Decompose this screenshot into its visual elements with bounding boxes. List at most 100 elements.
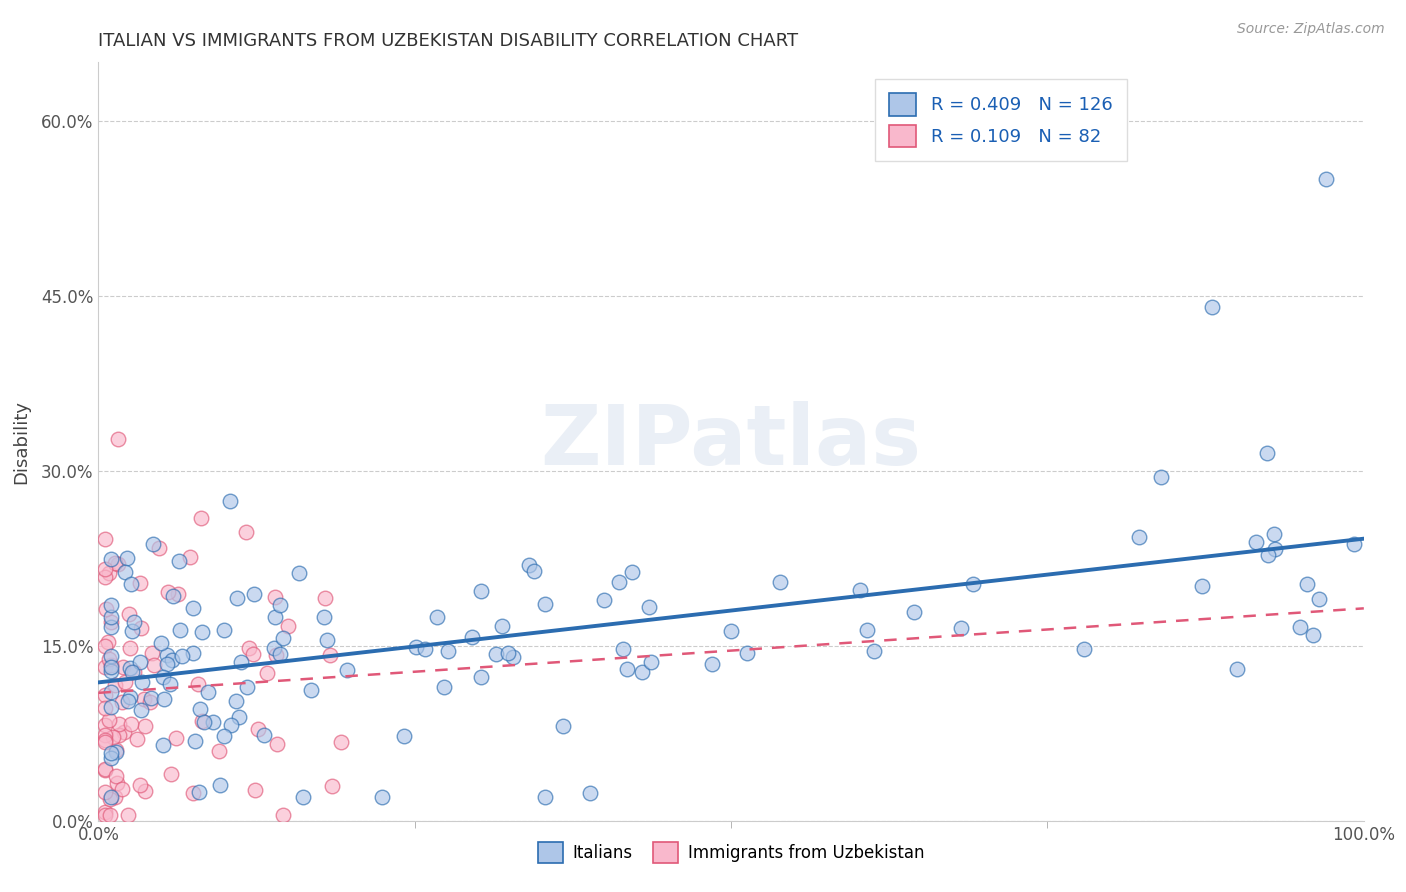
Point (118, 661, 141, 675)
Point (159, 677, 181, 691)
Point (107, 716, 129, 731)
Point (269, 599, 291, 613)
Point (93, 570, 117, 584)
Point (1128, 530, 1150, 544)
Point (1244, 534, 1267, 549)
Point (312, 609, 335, 624)
Point (100, 790, 122, 805)
Point (735, 646, 758, 660)
Point (104, 769, 127, 783)
Point (609, 574, 631, 589)
Point (246, 723, 269, 737)
Point (264, 648, 287, 662)
Point (118, 607, 141, 621)
Point (97, 635, 120, 649)
Point (1343, 537, 1365, 551)
Point (93, 785, 117, 799)
Point (1302, 628, 1324, 642)
Point (962, 576, 984, 591)
Point (141, 691, 163, 706)
Point (238, 641, 260, 656)
Point (166, 587, 188, 601)
Point (93, 729, 117, 743)
Point (616, 662, 638, 676)
Point (637, 599, 659, 614)
Point (93, 805, 117, 819)
Point (93, 732, 117, 747)
Point (93, 688, 117, 702)
Point (169, 554, 191, 568)
Point (640, 656, 662, 670)
Point (849, 582, 872, 597)
Point (461, 631, 484, 645)
Point (533, 790, 555, 805)
Point (152, 739, 174, 753)
Point (134, 691, 156, 706)
Point (152, 670, 174, 684)
Point (245, 783, 267, 797)
Point (115, 551, 138, 566)
Point (266, 737, 288, 751)
Point (415, 641, 437, 656)
Point (142, 537, 165, 551)
Point (120, 640, 142, 655)
Point (253, 728, 276, 742)
Point (107, 557, 129, 571)
Point (855, 623, 877, 637)
Text: Source: ZipAtlas.com: Source: ZipAtlas.com (1237, 22, 1385, 37)
Point (579, 786, 602, 800)
Point (129, 778, 152, 792)
Point (141, 646, 163, 660)
Point (269, 648, 291, 662)
Point (100, 599, 122, 613)
Point (93, 762, 117, 776)
Point (433, 680, 456, 694)
Point (93, 562, 117, 576)
Point (98, 713, 121, 727)
Point (491, 619, 513, 633)
Point (470, 670, 492, 684)
Point (93, 763, 117, 777)
Point (121, 665, 143, 680)
Point (405, 640, 427, 654)
Point (314, 591, 336, 606)
Point (470, 583, 492, 598)
Point (321, 780, 343, 794)
Point (134, 719, 156, 733)
Point (156, 585, 179, 599)
Point (108, 728, 131, 742)
Point (93, 701, 117, 715)
Point (299, 683, 322, 698)
Point (104, 556, 127, 570)
Point (100, 657, 122, 672)
Point (612, 642, 634, 657)
Point (517, 558, 540, 572)
Point (190, 702, 212, 716)
Point (93, 735, 117, 749)
Point (1263, 527, 1285, 541)
Point (243, 587, 266, 601)
Point (98, 807, 121, 822)
Point (271, 807, 294, 822)
Point (100, 649, 122, 664)
Point (1226, 662, 1249, 676)
Point (187, 677, 209, 691)
Point (188, 785, 211, 799)
Point (426, 609, 449, 624)
Point (183, 734, 205, 748)
Point (1256, 446, 1278, 460)
Point (496, 646, 519, 660)
Point (100, 699, 122, 714)
Point (292, 790, 315, 805)
Point (235, 680, 257, 694)
Point (100, 620, 122, 634)
Point (485, 647, 508, 661)
Point (242, 647, 264, 661)
Text: ITALIAN VS IMMIGRANTS FROM UZBEKISTAN DISABILITY CORRELATION CHART: ITALIAN VS IMMIGRANTS FROM UZBEKISTAN DI… (98, 32, 799, 50)
Point (100, 552, 122, 566)
Point (129, 703, 152, 717)
Point (630, 665, 652, 679)
Point (165, 731, 187, 745)
Point (117, 693, 139, 707)
Point (235, 524, 257, 539)
